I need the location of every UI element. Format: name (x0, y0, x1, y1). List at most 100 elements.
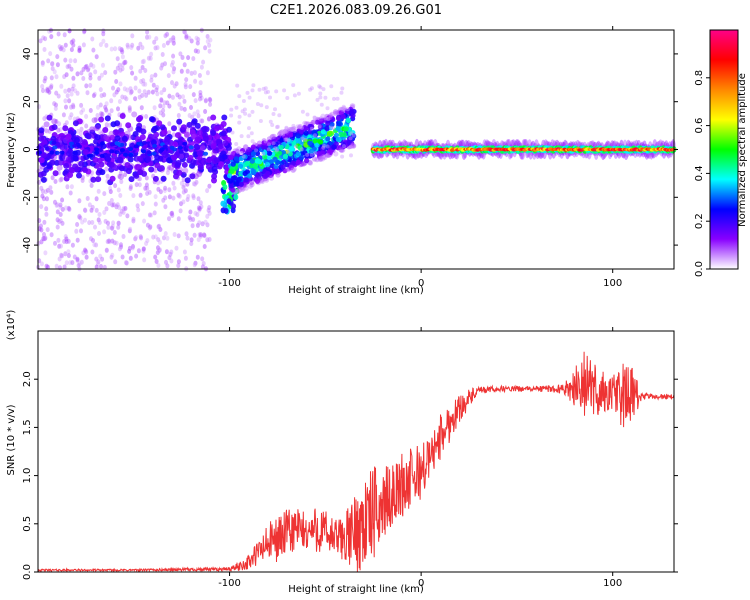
spectrogram-cell (104, 247, 109, 253)
spectrogram-cell (176, 113, 181, 118)
spectrogram-cell (239, 151, 244, 156)
spectrogram-cell (72, 254, 77, 260)
spectrogram-cell (62, 154, 69, 161)
spectrogram-cell (167, 103, 172, 109)
spectrogram-cell (95, 123, 101, 129)
spectrogram-cell (297, 145, 303, 151)
spectrogram-cell (291, 126, 297, 132)
spectrogram-cell (231, 203, 237, 210)
spectrogram-cell (318, 85, 323, 90)
spectrogram-cell (325, 144, 330, 149)
spectrogram-cell (163, 61, 167, 67)
spectrogram-cell (210, 130, 217, 136)
spectrogram-cell (85, 196, 90, 201)
spectrogram-cell (145, 191, 150, 196)
spectrogram-cell (184, 33, 189, 39)
colorbar-tick-label: 0.8 (694, 70, 705, 86)
spectrogram-cell (40, 193, 45, 199)
spectrogram-cell (261, 86, 266, 91)
spectrogram-cell (181, 177, 186, 183)
spectrogram-cell (134, 182, 139, 188)
spectrogram-cell (137, 155, 144, 162)
spectrogram-cell (259, 103, 264, 108)
spectrogram-cell (145, 156, 152, 163)
spectrogram-cell (42, 219, 47, 225)
spectrogram-cell (322, 142, 328, 148)
spectrogram-cell (75, 237, 80, 243)
spectrogram-cell (318, 156, 324, 162)
spectrogram-cell (77, 213, 82, 219)
spectrogram-cell (307, 123, 313, 130)
spectrogram-cell (50, 175, 55, 181)
spectrogram-cell (307, 140, 313, 146)
spectrogram-cell (131, 218, 136, 224)
spectrogram-cell (70, 260, 75, 266)
spectrogram-cell (75, 71, 80, 77)
spectrogram-cell (118, 211, 123, 217)
spectrogram-cell (138, 192, 143, 198)
spectrogram-cell (66, 238, 71, 244)
spectrogram-cell (110, 226, 115, 231)
spectrogram-cell (97, 220, 102, 225)
spectrogram-cell (246, 146, 252, 153)
spectrogram-cell (278, 130, 284, 136)
spectrogram-cell (286, 138, 292, 144)
spectrogram-cell (174, 81, 179, 87)
spectrogram-cell (105, 156, 112, 162)
spectrogram-cell (238, 163, 244, 169)
spectrogram-cell (69, 104, 74, 110)
spectrogram-cell (77, 261, 82, 267)
spectrogram-cell (101, 31, 106, 37)
spectrogram-cell (120, 94, 125, 100)
spectrogram-cell (233, 194, 239, 201)
spectrogram-cell (68, 190, 73, 196)
spectrogram-cell (67, 63, 72, 69)
spectrogram-cell (57, 121, 62, 127)
spectrogram-cell (48, 185, 53, 191)
spectrogram-cell (127, 105, 132, 111)
spectrogram-cell (266, 154, 272, 161)
spectrogram-cell (99, 169, 106, 176)
spectrogram-cell (58, 177, 63, 183)
spectrogram-cell (264, 105, 269, 110)
spectrogram-cell (268, 95, 272, 100)
spectrogram-cell (156, 237, 161, 243)
spectrogram-cell (239, 186, 245, 193)
spectrogram-cell (110, 252, 115, 258)
spectrogram-cell (137, 169, 144, 175)
spectrogram-cell (150, 127, 157, 134)
snr-y-label: SNR (10 * v/v) (6, 404, 17, 475)
spectrogram-cell (186, 140, 193, 147)
spectrogram-cell (196, 49, 201, 54)
spectrogram-cell (302, 125, 308, 131)
spectrogram-cell (280, 129, 286, 135)
spectrogram-cell (133, 85, 138, 91)
spectrogram-cell (81, 107, 86, 113)
spectrogram-cell (74, 228, 79, 234)
spectrogram-cell (144, 182, 149, 188)
spectrogram-cell (156, 186, 161, 192)
spectrogram-cell (246, 173, 253, 179)
spectrogram-cell (141, 149, 146, 154)
spectrogram-cell (140, 59, 145, 65)
spectrogram-cell (144, 175, 149, 181)
spectrogram-cell (262, 154, 268, 160)
spectrogram-cell (203, 219, 208, 225)
spectrogram-cell (127, 248, 132, 254)
spectrogram-cell (146, 89, 151, 95)
spectrogram-cell (190, 114, 195, 120)
spectrogram-cell (267, 142, 271, 147)
spectrogram-cell (172, 232, 177, 237)
spectrogram-cell (100, 256, 105, 262)
spectrogram-cell (163, 204, 168, 210)
spectrogram-cell (113, 183, 118, 189)
spectrogram-cell (236, 150, 240, 154)
spectrogram-cell (49, 150, 55, 155)
spectrogram-cell (109, 149, 115, 154)
spectrogram-cell (136, 207, 141, 213)
spectrogram-cell (263, 86, 268, 91)
spectrogram-cell (203, 98, 208, 104)
spectrogram-cell (200, 142, 207, 149)
spectrogram-cell (183, 255, 188, 261)
spectrogram-cell (250, 88, 255, 93)
